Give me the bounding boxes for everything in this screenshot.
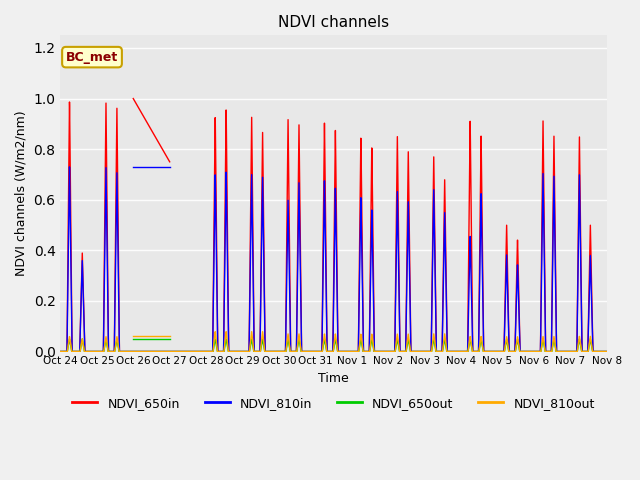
NDVI_650in [156, 348, 164, 354]
NDVI_810in [56, 348, 64, 354]
Legend: NDVI_650in, NDVI_810in, NDVI_650out, NDVI_810out: NDVI_650in, NDVI_810in, NDVI_650out, NDV… [67, 392, 600, 415]
NDVI_650in [66, 99, 74, 105]
Line: NDVI_810in: NDVI_810in [60, 167, 607, 351]
NDVI_810out [266, 348, 273, 354]
NDVI_650out [465, 348, 472, 353]
NDVI_650out [603, 348, 611, 354]
NDVI_810in [385, 348, 392, 354]
NDVI_650out [266, 348, 273, 354]
Text: BC_met: BC_met [66, 50, 118, 64]
NDVI_650in [266, 348, 273, 354]
NDVI_810in [266, 348, 273, 354]
NDVI_650in [412, 348, 420, 354]
NDVI_650in [603, 348, 611, 354]
NDVI_810out [385, 348, 392, 354]
NDVI_810out [56, 348, 64, 354]
NDVI_810out [603, 348, 611, 354]
NDVI_810in [66, 164, 74, 170]
Y-axis label: NDVI channels (W/m2/nm): NDVI channels (W/m2/nm) [15, 110, 28, 276]
NDVI_650out [506, 348, 513, 354]
Line: NDVI_650out: NDVI_650out [60, 339, 607, 351]
NDVI_650out [430, 336, 438, 342]
NDVI_810in [603, 348, 611, 354]
NDVI_810out [156, 348, 163, 354]
Line: NDVI_810out: NDVI_810out [60, 332, 607, 351]
NDVI_810out [465, 348, 472, 353]
NDVI_810in [412, 348, 420, 354]
Line: NDVI_650in: NDVI_650in [60, 102, 607, 351]
NDVI_810out [506, 348, 513, 354]
NDVI_650in [465, 298, 472, 304]
NDVI_650out [384, 348, 392, 354]
NDVI_810out [412, 348, 420, 354]
NDVI_650in [506, 348, 513, 354]
NDVI_650in [385, 348, 392, 354]
NDVI_650in [56, 348, 64, 354]
NDVI_810out [248, 329, 255, 335]
X-axis label: Time: Time [318, 372, 349, 385]
Title: NDVI channels: NDVI channels [278, 15, 389, 30]
NDVI_810in [156, 348, 164, 354]
NDVI_810in [465, 324, 472, 329]
NDVI_650out [412, 348, 420, 354]
NDVI_810in [506, 348, 513, 354]
NDVI_650out [56, 348, 64, 354]
NDVI_650out [156, 348, 163, 354]
